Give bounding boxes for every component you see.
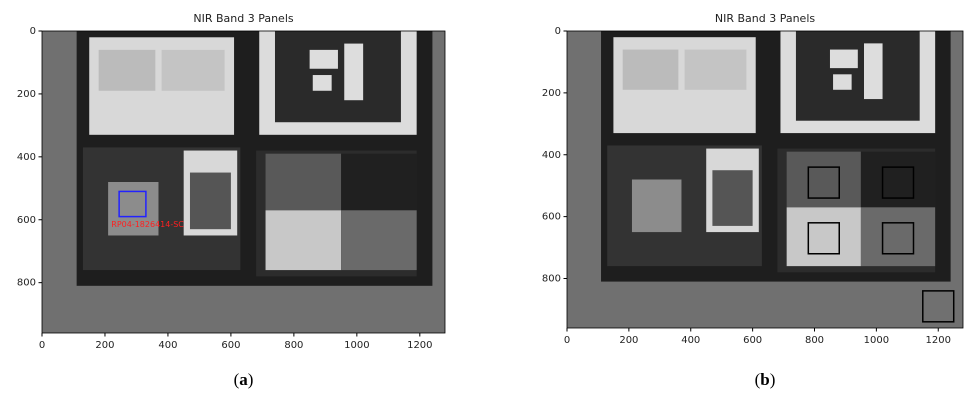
image-region — [632, 180, 682, 233]
panel: NIR Band 3 Panels 0 200 400 600 800 1000 1200 0 2… — [542, 12, 963, 389]
figure: RP04-1826414-SC NIR Band 3 Panels 0 200 400 6… — [0, 0, 966, 394]
image-region — [344, 44, 363, 101]
image — [42, 31, 445, 333]
image-region — [341, 154, 417, 211]
image-region — [685, 50, 747, 90]
x-tick-label: 800 — [805, 335, 824, 346]
image-region — [266, 210, 342, 270]
title: NIR Band 3 Panels — [193, 12, 294, 25]
image-region — [313, 75, 332, 91]
image-region — [310, 50, 338, 69]
image-region — [861, 152, 935, 208]
x-tick-label: 0 — [39, 340, 45, 351]
image — [567, 31, 963, 328]
y-tick-label: 800 — [17, 278, 36, 289]
caption-part: ) — [770, 370, 776, 389]
image-region — [796, 31, 920, 121]
x-tick-label: 400 — [158, 340, 177, 351]
x-tick-label: 200 — [95, 340, 114, 351]
image-region — [99, 50, 156, 91]
image-region — [190, 173, 231, 230]
image-region — [864, 43, 883, 99]
y-tick-label: 400 — [17, 152, 36, 163]
y-tick-label: 0 — [30, 26, 36, 37]
x-tick-label: 200 — [619, 335, 638, 346]
x-tick-label: 1000 — [344, 340, 369, 351]
image-region — [266, 154, 342, 211]
y-tick-label: 600 — [542, 212, 561, 223]
y-tick-label: 200 — [17, 89, 36, 100]
x-tick-label: 600 — [743, 335, 762, 346]
image-region — [787, 152, 861, 208]
y-tick-label: 0 — [555, 26, 561, 37]
annotation: RP04-1826414-SC — [111, 220, 184, 229]
x-tick-label: 1200 — [407, 340, 432, 351]
image-region — [162, 50, 225, 91]
title: NIR Band 3 Panels — [715, 12, 816, 25]
image-region — [623, 50, 679, 90]
y-tick-label: 200 — [542, 88, 561, 99]
x-tick-label: 1000 — [864, 335, 889, 346]
y-tick-label: 600 — [17, 215, 36, 226]
image-region — [830, 50, 858, 69]
x-tick-label: 600 — [221, 340, 240, 351]
x-tick-label: 0 — [564, 335, 570, 346]
image-region — [341, 210, 417, 270]
x-tick-label: 400 — [681, 335, 700, 346]
caption: (a) — [234, 370, 254, 389]
image-region — [712, 170, 752, 226]
caption-part: b — [760, 370, 769, 389]
y-tick-label: 800 — [542, 274, 561, 285]
image-region — [787, 207, 861, 266]
caption: (b) — [755, 370, 776, 389]
caption-part: ) — [248, 370, 254, 389]
y-tick-label: 400 — [542, 150, 561, 161]
x-tick-label: 1200 — [926, 335, 951, 346]
image-region — [275, 31, 401, 122]
image-region — [861, 207, 935, 266]
panel: RP04-1826414-SC NIR Band 3 Panels 0 200 400 6… — [17, 12, 445, 389]
x-tick-label: 800 — [284, 340, 303, 351]
image-region — [833, 74, 852, 89]
